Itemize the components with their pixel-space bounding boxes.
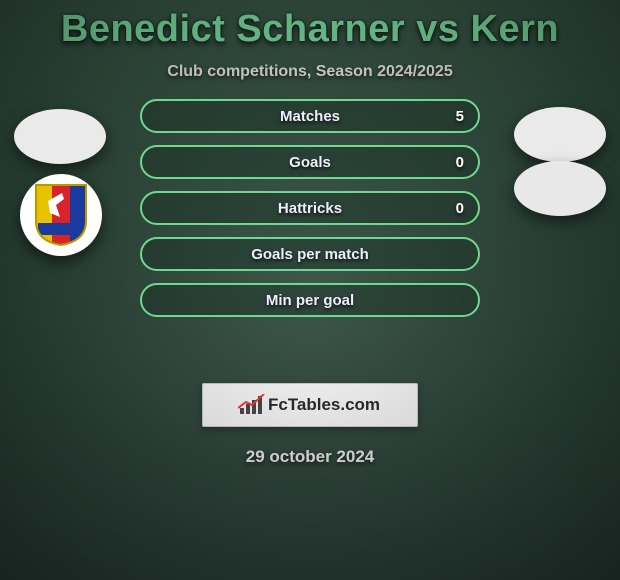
stat-value: 5: [456, 108, 464, 125]
bar-chart-icon: [240, 396, 262, 414]
stat-label: Hattricks: [278, 200, 342, 217]
stat-bar-min-per-goal: Min per goal: [140, 283, 480, 317]
club-badge-left: [20, 174, 102, 256]
page-title: Benedict Scharner vs Kern: [0, 0, 620, 51]
stat-bar-hattricks: Hattricks 0: [140, 191, 480, 225]
shield-icon: [34, 183, 88, 247]
brand-badge: FcTables.com: [202, 383, 418, 427]
player-left-avatar: [14, 109, 106, 164]
player-right-avatar-2: [514, 161, 606, 216]
player-right-avatar-1: [514, 107, 606, 162]
stat-bar-goals-per-match: Goals per match: [140, 237, 480, 271]
stat-label: Min per goal: [266, 292, 354, 309]
brand-text: FcTables.com: [268, 395, 380, 415]
stat-label: Goals: [289, 154, 331, 171]
page-subtitle: Club competitions, Season 2024/2025: [0, 63, 620, 81]
date-text: 29 october 2024: [0, 447, 620, 467]
stat-bar-goals: Goals 0: [140, 145, 480, 179]
stat-bars: Matches 5 Goals 0 Hattricks 0 Goals per …: [140, 99, 480, 329]
stat-label: Goals per match: [251, 246, 369, 263]
stat-label: Matches: [280, 108, 340, 125]
comparison-stage: Matches 5 Goals 0 Hattricks 0 Goals per …: [0, 109, 620, 369]
stat-bar-matches: Matches 5: [140, 99, 480, 133]
stat-value: 0: [456, 200, 464, 217]
stat-value: 0: [456, 154, 464, 171]
